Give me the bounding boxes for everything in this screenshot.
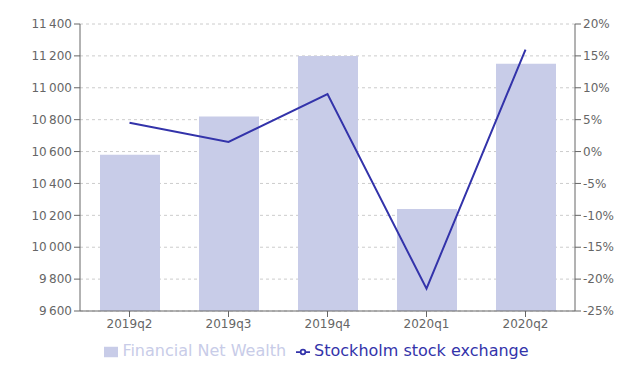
svg-text:10%: 10%	[583, 81, 610, 95]
svg-text:10 400: 10 400	[31, 177, 72, 191]
svg-text:15%: 15%	[583, 49, 610, 63]
svg-text:2019q3: 2019q3	[206, 317, 252, 331]
svg-text:10 800: 10 800	[31, 113, 72, 127]
svg-text:-10%: -10%	[583, 209, 614, 223]
svg-text:9 600: 9 600	[39, 304, 72, 318]
svg-text:-5%: -5%	[583, 177, 606, 191]
svg-text:10 000: 10 000	[31, 240, 72, 254]
html-text:Stockholm stock exchange: Stockholm stock exchange	[314, 341, 529, 360]
svg-text:-25%: -25%	[583, 304, 614, 318]
svg-text:10 600: 10 600	[31, 145, 72, 159]
svg-text:2019q4: 2019q4	[305, 317, 351, 331]
svg-text:2019q2: 2019q2	[107, 317, 153, 331]
svg-text:9 800: 9 800	[39, 272, 72, 286]
svg-text:5%: 5%	[583, 113, 602, 127]
svg-text:2020q2: 2020q2	[503, 317, 549, 331]
svg-text:11 000: 11 000	[31, 81, 72, 95]
svg-text:-15%: -15%	[583, 240, 614, 254]
svg-text:0%: 0%	[583, 145, 602, 159]
svg-text:11 200: 11 200	[31, 49, 72, 63]
html-text:Financial Net Wealth: Financial Net Wealth	[122, 341, 287, 360]
svg-text:20%: 20%	[583, 17, 610, 31]
svg-text:-20%: -20%	[583, 272, 614, 286]
svg-text:11 400: 11 400	[31, 17, 72, 31]
svg-text:10 200: 10 200	[31, 209, 72, 223]
svg-text:2020q1: 2020q1	[404, 317, 450, 331]
